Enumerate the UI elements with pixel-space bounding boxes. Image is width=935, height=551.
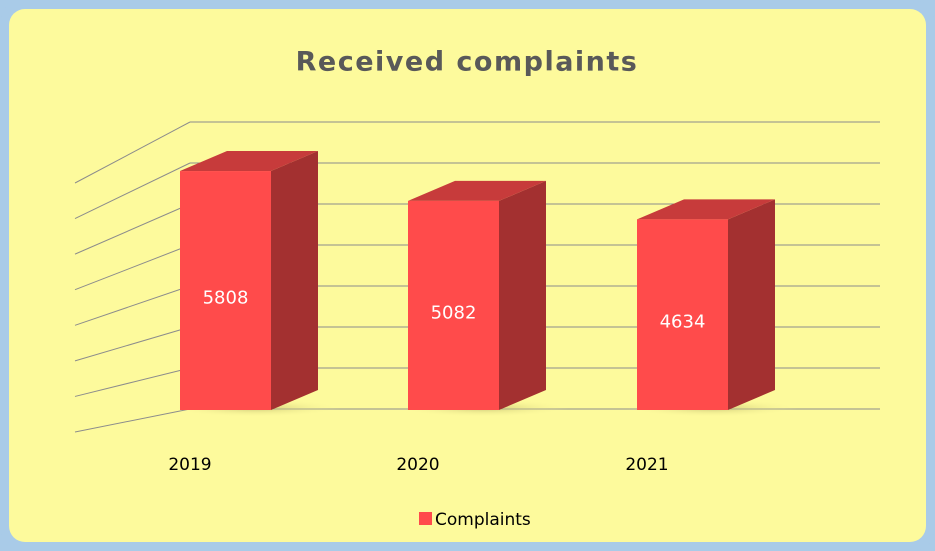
side-grid-line xyxy=(74,244,191,291)
side-grid-line xyxy=(74,162,191,220)
legend-swatch xyxy=(419,512,432,525)
side-grid-line xyxy=(74,203,191,255)
bar-side xyxy=(728,199,775,410)
x-tick-label: 2021 xyxy=(625,455,668,475)
x-tick-label: 2019 xyxy=(168,455,211,475)
side-grid-line xyxy=(74,408,191,433)
bar-side xyxy=(499,180,546,410)
bar-top xyxy=(637,199,775,220)
bar xyxy=(180,171,271,410)
legend-label: Complaints xyxy=(435,510,531,530)
bar-top xyxy=(180,151,318,172)
bar xyxy=(637,219,728,410)
data-label: 5808 xyxy=(203,288,249,309)
side-grid-line xyxy=(74,285,191,326)
bar-side xyxy=(271,151,318,410)
bar-top xyxy=(408,180,546,201)
data-label: 5082 xyxy=(431,302,477,323)
side-grid-line xyxy=(74,121,191,184)
bar xyxy=(408,200,499,410)
x-tick-label: 2020 xyxy=(396,455,439,475)
data-label: 4634 xyxy=(660,312,706,333)
chart-title: Received complaints xyxy=(296,47,639,78)
side-grid-line xyxy=(74,367,191,397)
side-grid-line xyxy=(74,326,191,362)
